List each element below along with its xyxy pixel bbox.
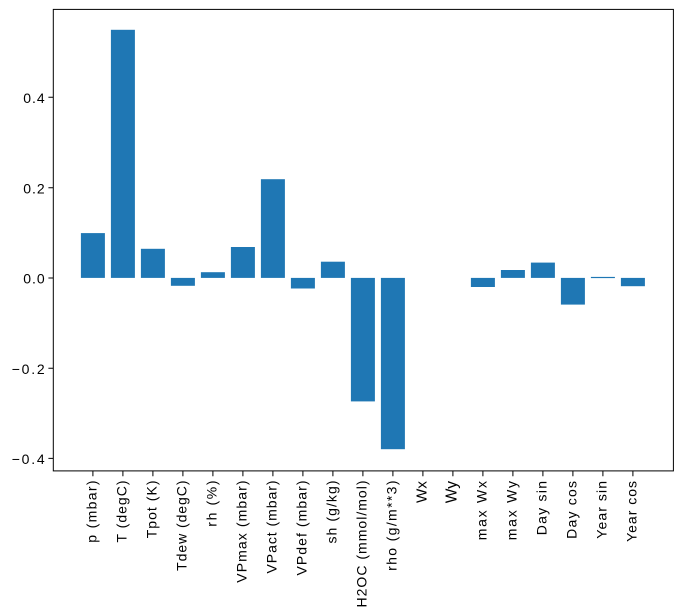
svg-text:−0.2: −0.2 (12, 361, 45, 377)
svg-text:VPact (mbar): VPact (mbar) (264, 481, 280, 574)
svg-text:H2OC (mmol/mol): H2OC (mmol/mol) (354, 481, 370, 608)
svg-text:Tpot (K): Tpot (K) (144, 481, 160, 539)
svg-text:Day sin: Day sin (534, 481, 550, 535)
svg-text:max Wx: max Wx (474, 481, 490, 540)
svg-text:VPmax (mbar): VPmax (mbar) (234, 481, 250, 583)
svg-text:−0.4: −0.4 (12, 451, 45, 467)
svg-text:0.4: 0.4 (23, 90, 45, 106)
svg-text:VPdef (mbar): VPdef (mbar) (294, 481, 310, 576)
svg-text:Year cos: Year cos (624, 481, 640, 542)
svg-text:T (degC): T (degC) (114, 481, 130, 543)
svg-text:rho (g/m**3): rho (g/m**3) (384, 481, 400, 571)
svg-text:Year sin: Year sin (594, 481, 610, 539)
svg-text:Day cos: Day cos (564, 481, 580, 539)
svg-text:max Wy: max Wy (504, 481, 520, 540)
svg-text:Wx: Wx (414, 481, 431, 503)
svg-text:rh (%): rh (%) (204, 481, 220, 527)
svg-text:Wy: Wy (444, 481, 461, 503)
svg-text:0.2: 0.2 (23, 180, 45, 196)
svg-text:0.0: 0.0 (23, 271, 45, 287)
svg-text:sh (g/kg): sh (g/kg) (324, 481, 340, 544)
svg-text:Tdew (degC): Tdew (degC) (174, 481, 190, 571)
svg-text:p (mbar): p (mbar) (84, 481, 100, 543)
